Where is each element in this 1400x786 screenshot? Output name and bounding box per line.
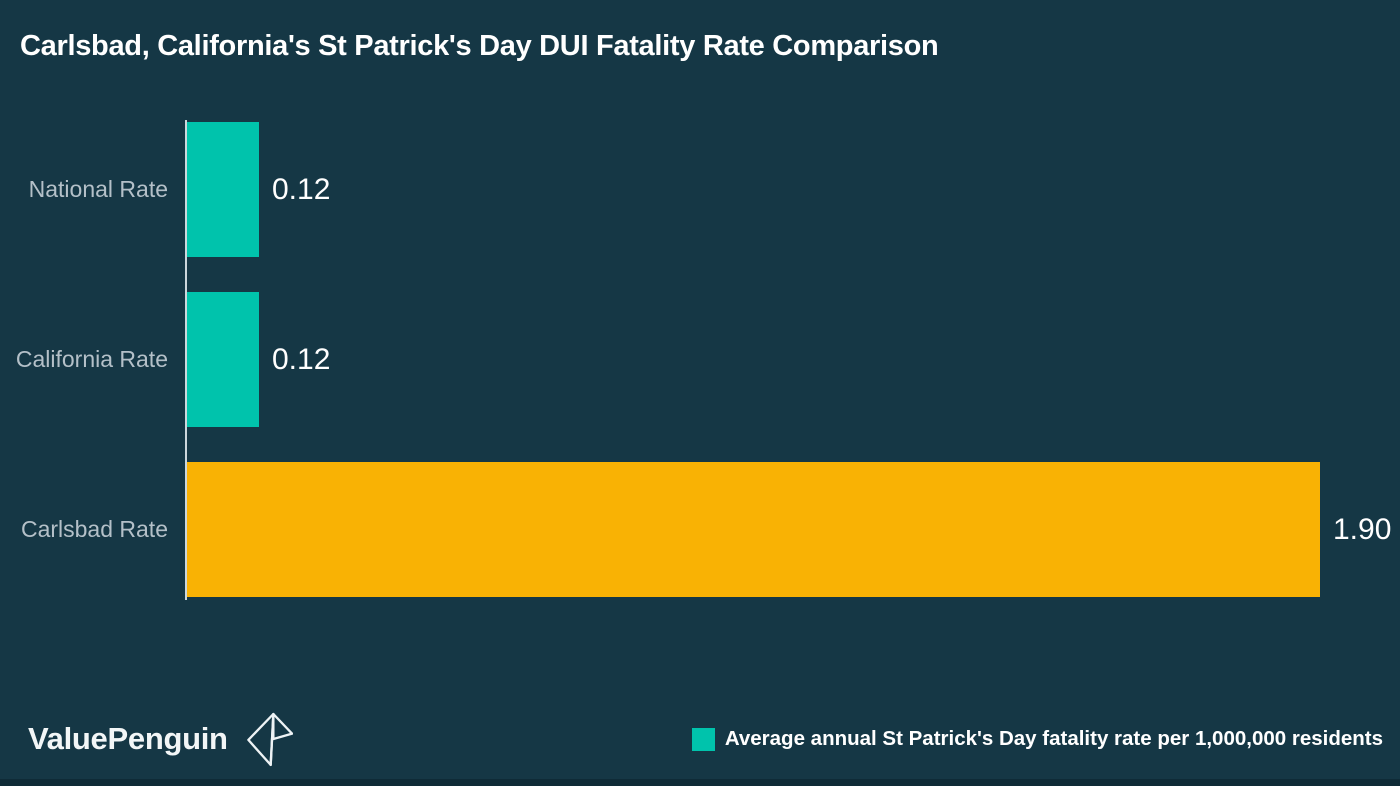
bar-california-rate <box>187 292 259 427</box>
bar-carlsbad-rate <box>187 462 1320 597</box>
y-axis-line <box>185 120 187 600</box>
bar-row-carlsbad: Carlsbad Rate 1.90 <box>0 462 1400 597</box>
origami-penguin-icon <box>246 712 293 767</box>
category-label-carlsbad: Carlsbad Rate <box>20 516 168 542</box>
chart-legend: Average annual St Patrick's Day fatality… <box>691 727 1383 751</box>
valuepenguin-wordmark: ValuePenguin <box>28 721 228 756</box>
category-label-national: National Rate <box>28 176 168 202</box>
bar-row-california: California Rate 0.12 <box>0 292 1400 427</box>
legend-label: Average annual St Patrick's Day fatality… <box>724 727 1383 750</box>
category-label-california: California Rate <box>15 346 168 372</box>
bar-row-national: National Rate 0.12 <box>0 122 1400 257</box>
value-label-national: 0.12 <box>272 172 331 206</box>
value-label-carlsbad: 1.90 <box>1333 512 1392 546</box>
bottom-border-strip <box>0 779 1400 786</box>
valuepenguin-brand: ValuePenguin <box>28 710 293 768</box>
legend-color-swatch <box>691 727 715 751</box>
value-label-california: 0.12 <box>272 342 331 376</box>
chart-title: Carlsbad, California's St Patrick's Day … <box>20 30 939 62</box>
bar-national-rate <box>187 122 259 257</box>
